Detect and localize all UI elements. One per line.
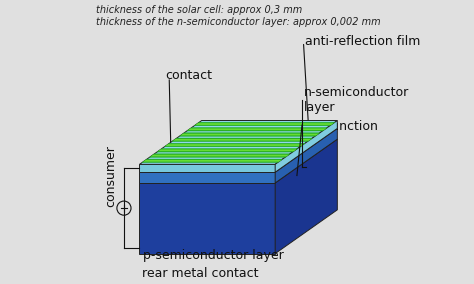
- Text: n-semiconductor
layer: n-semiconductor layer: [303, 85, 409, 114]
- Polygon shape: [164, 143, 305, 147]
- Polygon shape: [275, 139, 337, 254]
- Polygon shape: [139, 139, 337, 183]
- Polygon shape: [173, 139, 311, 141]
- Polygon shape: [142, 159, 283, 162]
- Polygon shape: [188, 128, 326, 130]
- Text: rear metal contact: rear metal contact: [142, 267, 259, 280]
- Polygon shape: [139, 172, 275, 183]
- Polygon shape: [181, 134, 319, 135]
- Polygon shape: [158, 149, 296, 151]
- Polygon shape: [139, 120, 337, 164]
- Polygon shape: [149, 154, 290, 157]
- Polygon shape: [139, 183, 275, 254]
- Text: thickness of the solar cell: approx 0,3 mm
thickness of the n-semiconductor laye: thickness of the solar cell: approx 0,3 …: [96, 5, 381, 26]
- Polygon shape: [187, 128, 328, 131]
- Polygon shape: [165, 144, 304, 146]
- Polygon shape: [172, 138, 312, 141]
- Text: consumer: consumer: [105, 145, 118, 207]
- Polygon shape: [275, 128, 337, 183]
- Text: anti-reflection film: anti-reflection film: [305, 35, 420, 48]
- Polygon shape: [179, 133, 320, 136]
- Polygon shape: [139, 164, 275, 172]
- Polygon shape: [275, 120, 337, 172]
- Polygon shape: [151, 155, 289, 156]
- Text: contact: contact: [165, 69, 212, 82]
- Polygon shape: [143, 160, 282, 162]
- Polygon shape: [139, 128, 337, 172]
- Polygon shape: [194, 122, 335, 126]
- Text: p-n-junction: p-n-junction: [303, 120, 378, 133]
- Text: p-semiconductor layer: p-semiconductor layer: [143, 248, 284, 262]
- Polygon shape: [195, 123, 334, 125]
- Polygon shape: [157, 149, 298, 152]
